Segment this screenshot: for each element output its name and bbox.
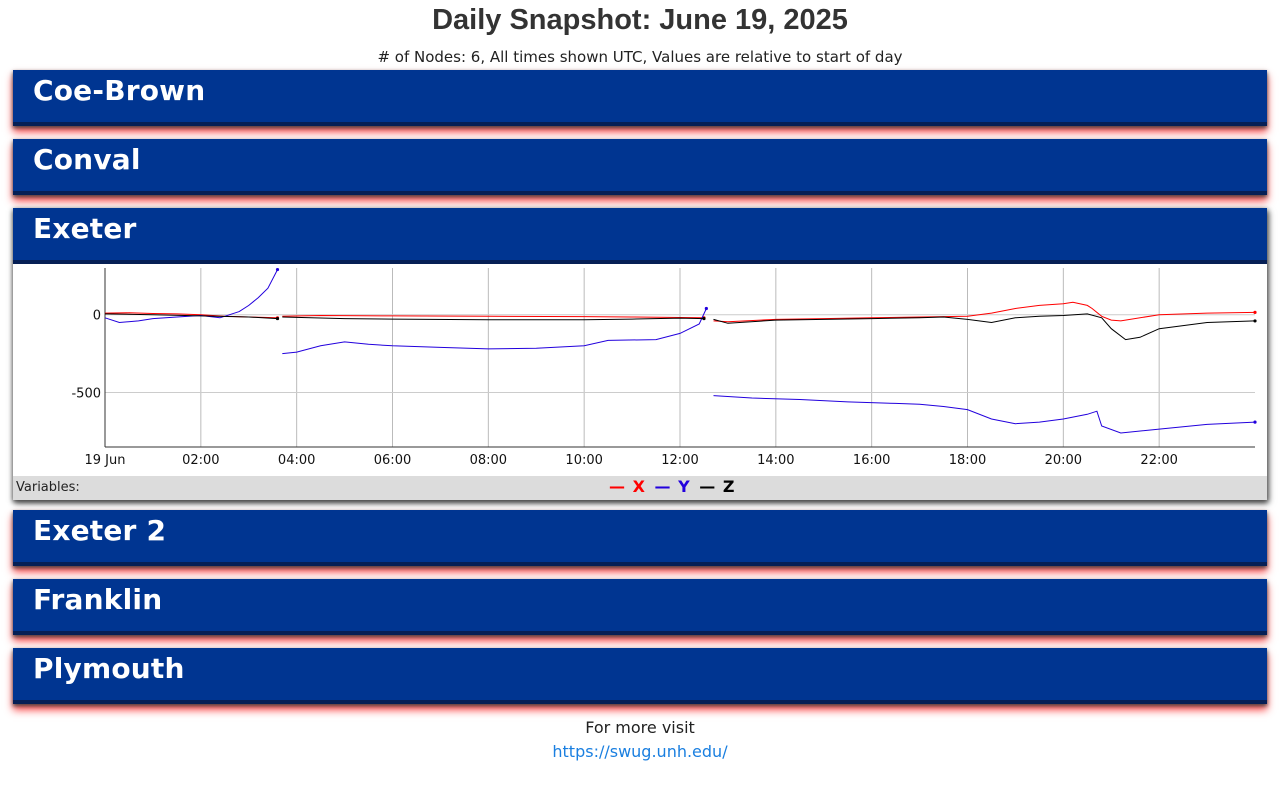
- node-panel-conval: Conval: [13, 139, 1267, 195]
- node-header-conval[interactable]: Conval: [13, 139, 1267, 195]
- node-panel-exeter-2: Exeter 2: [13, 510, 1267, 566]
- x-tick-label-7: 14:00: [757, 453, 794, 468]
- y-tick-label-0: 0: [93, 309, 101, 324]
- x-tick-label-1: 02:00: [182, 453, 219, 468]
- legend-x[interactable]: — X: [609, 477, 653, 496]
- node-panel-coe-brown: Coe-Brown: [13, 70, 1267, 126]
- node-header-coe-brown[interactable]: Coe-Brown: [13, 70, 1267, 126]
- node-panel-exeter: Exeter 19 Jun 02:00 04:00 06:00 08:00 10:00 12…: [13, 208, 1267, 500]
- x-tick-label-3: 06:00: [374, 453, 411, 468]
- series-z-line-0: [104, 313, 278, 320]
- legend-z-dash: —: [699, 477, 716, 496]
- node-header-franklin[interactable]: Franklin: [13, 579, 1267, 635]
- x-tick-label-0: 19 Jun: [85, 453, 126, 468]
- legend-z[interactable]: — Z: [699, 477, 736, 496]
- x-tick-label-8: 16:00: [853, 453, 890, 468]
- magnetometer-chart: 19 Jun 02:00 04:00 06:00 08:00 10:00 12:00 14:0…: [13, 264, 1267, 476]
- legend-x-label: X: [632, 477, 645, 496]
- series-z-point-1: [702, 316, 706, 321]
- legend-y[interactable]: — Y: [655, 477, 698, 496]
- x-tick-label-2: 04:00: [278, 453, 315, 468]
- chart-legend: — X — Y — Z: [609, 477, 738, 496]
- page-subtitle: # of Nodes: 6, All times shown UTC, Valu…: [377, 48, 903, 66]
- x-tick-label-5: 10:00: [565, 453, 602, 468]
- series-z-point-0: [275, 316, 280, 321]
- series-x-line-2: [713, 301, 1256, 323]
- series-z-line-2: [713, 313, 1256, 341]
- x-tick-label-9: 18:00: [949, 453, 986, 468]
- series-z-point-2: [1253, 319, 1257, 323]
- x-tick-label-6: 12:00: [661, 453, 698, 468]
- series-y-line-2: [713, 395, 1256, 434]
- series-y-line-0: [104, 269, 278, 324]
- node-header-exeter[interactable]: Exeter: [13, 208, 1267, 264]
- node-panel-plymouth: Plymouth: [13, 648, 1267, 704]
- series-x-point-2: [1253, 310, 1257, 314]
- series-y-point-2: [1253, 420, 1257, 424]
- series-y-point-0: [275, 267, 280, 272]
- y-tick-label-1: -500: [71, 387, 101, 402]
- variables-label: Variables:: [16, 480, 80, 495]
- footer-text: For more visit: [585, 718, 695, 737]
- variables-bar: Variables: — X — Y — Z: [13, 476, 1267, 500]
- node-header-exeter-2[interactable]: Exeter 2: [13, 510, 1267, 566]
- node-header-plymouth[interactable]: Plymouth: [13, 648, 1267, 704]
- legend-y-dash: —: [654, 477, 671, 496]
- x-tick-label-11: 22:00: [1140, 453, 1177, 468]
- x-tick-label-4: 08:00: [470, 453, 507, 468]
- legend-y-label: Y: [678, 477, 690, 496]
- series-y-line-1: [282, 308, 707, 355]
- node-panel-franklin: Franklin: [13, 579, 1267, 635]
- legend-z-label: Z: [722, 477, 735, 496]
- chart-svg: 19 Jun 02:00 04:00 06:00 08:00 10:00 12:00 14:0…: [71, 267, 1257, 468]
- series-y-point-1: [704, 306, 708, 311]
- footer-link-container: https://swug.unh.edu/: [0, 742, 1280, 761]
- series-z-line-1: [282, 316, 705, 321]
- series-x-line-1: [282, 314, 705, 319]
- x-tick-label-10: 20:00: [1045, 453, 1082, 468]
- footer-link[interactable]: https://swug.unh.edu/: [552, 742, 728, 761]
- legend-x-dash: —: [609, 477, 625, 496]
- page-title: Daily Snapshot: June 19, 2025: [432, 4, 848, 36]
